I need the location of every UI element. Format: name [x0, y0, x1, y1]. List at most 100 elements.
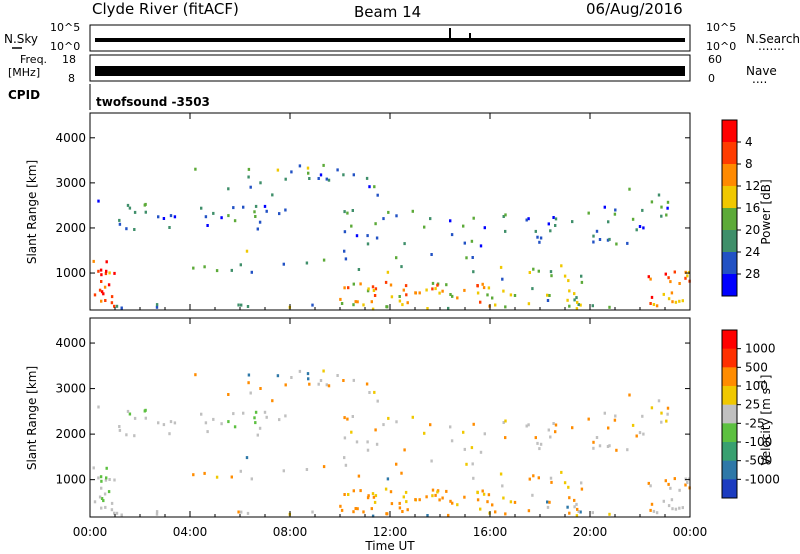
echo-cell	[113, 478, 116, 482]
noise-panel: N.Sky 10^5 10^0 10^5 10^0 N.Search .....…	[4, 21, 800, 53]
echo-cell	[343, 286, 346, 290]
echo-cell	[215, 269, 219, 273]
echo-cell	[502, 421, 505, 424]
echo-cell	[591, 511, 594, 515]
echo-cell	[423, 225, 426, 229]
echo-cell	[404, 284, 408, 288]
echo-cell	[528, 271, 531, 274]
colorbar-segment	[722, 186, 737, 209]
velocity-x-ticks	[89, 318, 691, 517]
echo-cell	[472, 422, 475, 426]
echo-cell	[346, 417, 349, 421]
echo-cell	[263, 204, 267, 208]
echo-cell	[204, 215, 208, 219]
echo-cell	[686, 481, 689, 484]
echo-cell	[673, 477, 676, 481]
echo-cell	[402, 495, 405, 499]
echo-cell	[666, 412, 669, 416]
echo-cell	[548, 500, 551, 504]
echo-cell	[671, 300, 674, 304]
echo-cell	[359, 489, 362, 493]
echo-cell	[133, 434, 136, 438]
echo-cell	[678, 299, 681, 303]
echo-cell	[173, 421, 177, 425]
echo-cell	[155, 510, 159, 514]
echo-cell	[652, 509, 656, 513]
echo-cell	[319, 379, 323, 382]
echo-cell	[631, 217, 635, 221]
echo-cell	[628, 187, 631, 191]
colorbar-label: 4	[745, 135, 753, 149]
echo-cell	[336, 168, 339, 172]
echo-cell	[365, 176, 369, 180]
echo-cell	[284, 383, 287, 387]
echo-cell	[107, 490, 111, 494]
echo-cell	[352, 378, 355, 382]
echo-cell	[647, 481, 650, 485]
echo-cell	[501, 484, 504, 488]
echo-cell	[390, 502, 394, 506]
echo-cell	[405, 500, 408, 504]
echo-cell	[352, 282, 355, 286]
echo-cell	[390, 295, 394, 299]
echo-cell	[245, 456, 249, 460]
colorbar-segment	[722, 274, 737, 297]
echo-cell	[278, 212, 281, 216]
echo-cell	[430, 459, 433, 463]
echo-cell	[669, 486, 672, 490]
colorbar-segment	[722, 479, 737, 499]
echo-cell	[237, 510, 240, 514]
echo-cell	[647, 275, 650, 279]
echo-cell	[641, 414, 644, 418]
freq-tick-8: 8	[68, 72, 75, 85]
echo-cell	[554, 224, 557, 227]
freq-label-1: Freq.	[20, 53, 47, 66]
echo-cell	[389, 490, 393, 494]
echo-cell	[476, 498, 480, 502]
echo-cell	[400, 265, 403, 269]
echo-cell	[100, 506, 103, 510]
echo-cell	[678, 488, 681, 492]
echo-cell	[100, 280, 103, 283]
echo-cell	[133, 210, 137, 214]
noise-ytick-top: 10^5	[50, 21, 80, 34]
echo-cell	[144, 210, 147, 214]
echo-cell	[650, 295, 654, 299]
colorbar-segment	[722, 142, 737, 165]
echo-cell	[560, 470, 563, 474]
echo-cell	[212, 417, 215, 421]
echo-cell	[491, 296, 494, 300]
echo-cell	[483, 432, 486, 436]
echo-cell	[418, 498, 421, 502]
echo-cell	[546, 505, 550, 509]
time-axis-title: Time UT	[364, 539, 415, 553]
echo-cell	[687, 270, 691, 274]
colorbar-segment	[722, 442, 737, 462]
colorbar-label: 20	[745, 223, 760, 237]
power-scatter	[92, 163, 691, 311]
echo-cell	[398, 506, 402, 510]
echo-cell	[344, 257, 348, 261]
noise-left-label: N.Sky	[4, 32, 38, 46]
echo-cell	[603, 205, 606, 209]
echo-cell	[436, 490, 439, 494]
echo-cell	[608, 444, 611, 448]
echo-cell	[118, 222, 122, 226]
echo-cell	[155, 305, 159, 309]
echo-cell	[650, 502, 654, 506]
echo-cell	[665, 213, 668, 217]
echo-cell	[537, 476, 540, 480]
echo-cell	[472, 476, 475, 480]
echo-cell	[115, 304, 119, 308]
echo-cell	[414, 498, 417, 502]
echo-cell	[414, 291, 417, 295]
echo-cell	[118, 425, 121, 428]
echo-cell	[376, 399, 379, 403]
echo-cell	[351, 209, 354, 212]
echo-cell	[450, 233, 454, 237]
echo-cell	[445, 489, 448, 493]
echo-cell	[525, 424, 528, 428]
echo-cell	[423, 431, 426, 435]
echo-cell	[456, 296, 459, 300]
echo-cell	[438, 498, 441, 502]
